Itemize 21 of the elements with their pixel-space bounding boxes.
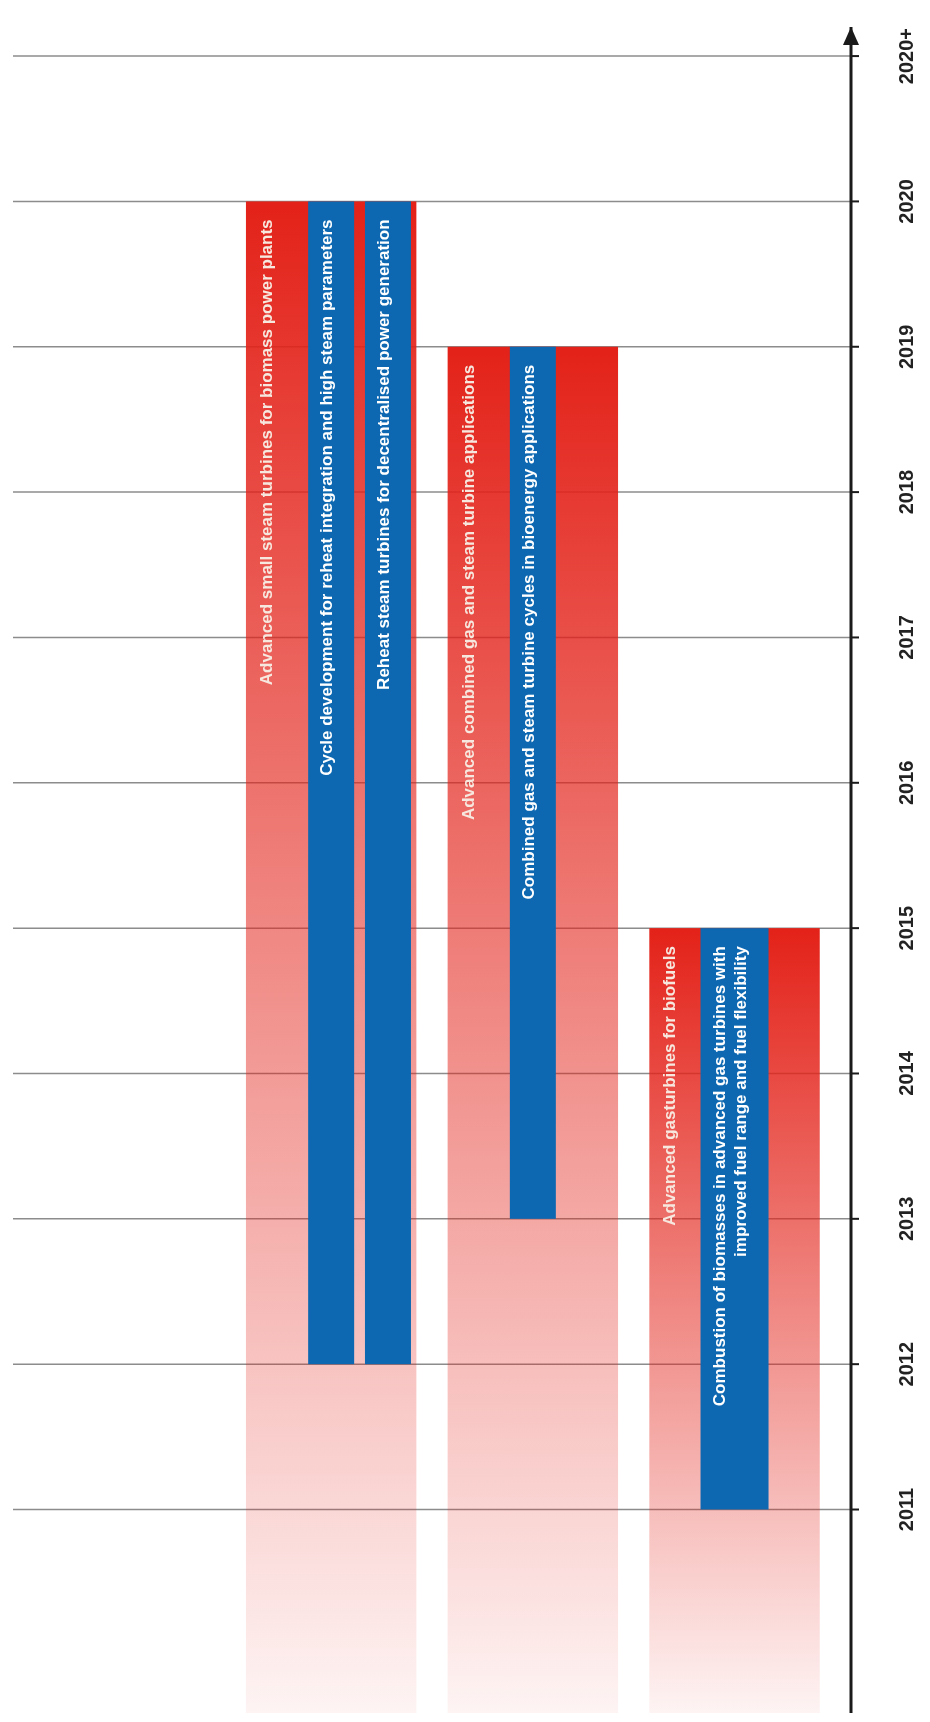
data-label: Combustion of biomasses in advanced gas turbines with improved fuel range and fuel flexibility <box>710 945 751 1407</box>
data-label: Advanced combined gas and steam turbine applications <box>459 364 479 821</box>
y-tick-label: 2020 <box>895 179 918 224</box>
y-tick-label: 2014 <box>895 1050 918 1096</box>
data-label: Reheat steam turbines for decentralised power generation <box>374 219 394 690</box>
y-tick-label: 2018 <box>895 469 918 515</box>
y-tick-label: 2013 <box>895 1196 918 1242</box>
bar <box>308 201 355 1365</box>
y-tick-label: 2020+ <box>895 27 918 85</box>
y-tick-label: 2015 <box>895 905 918 951</box>
y-tick-label: 2019 <box>895 324 918 370</box>
y-tick-label: 2017 <box>895 615 918 660</box>
data-label: Combined gas and steam turbine cycles in bioenergy applications <box>519 364 539 900</box>
bar <box>509 346 556 1219</box>
y-tick-label: 2011 <box>895 1487 918 1532</box>
bar <box>364 201 411 1365</box>
data-label: Advanced small steam turbines for biomass power plants <box>257 219 277 686</box>
y-tick-label: 2012 <box>895 1341 918 1387</box>
data-label: Advanced gasturbines for biofuels <box>660 946 680 1226</box>
data-label: Cycle development for reheat integration and high steam parameters <box>317 219 337 776</box>
y-tick-label: 2016 <box>895 760 918 806</box>
